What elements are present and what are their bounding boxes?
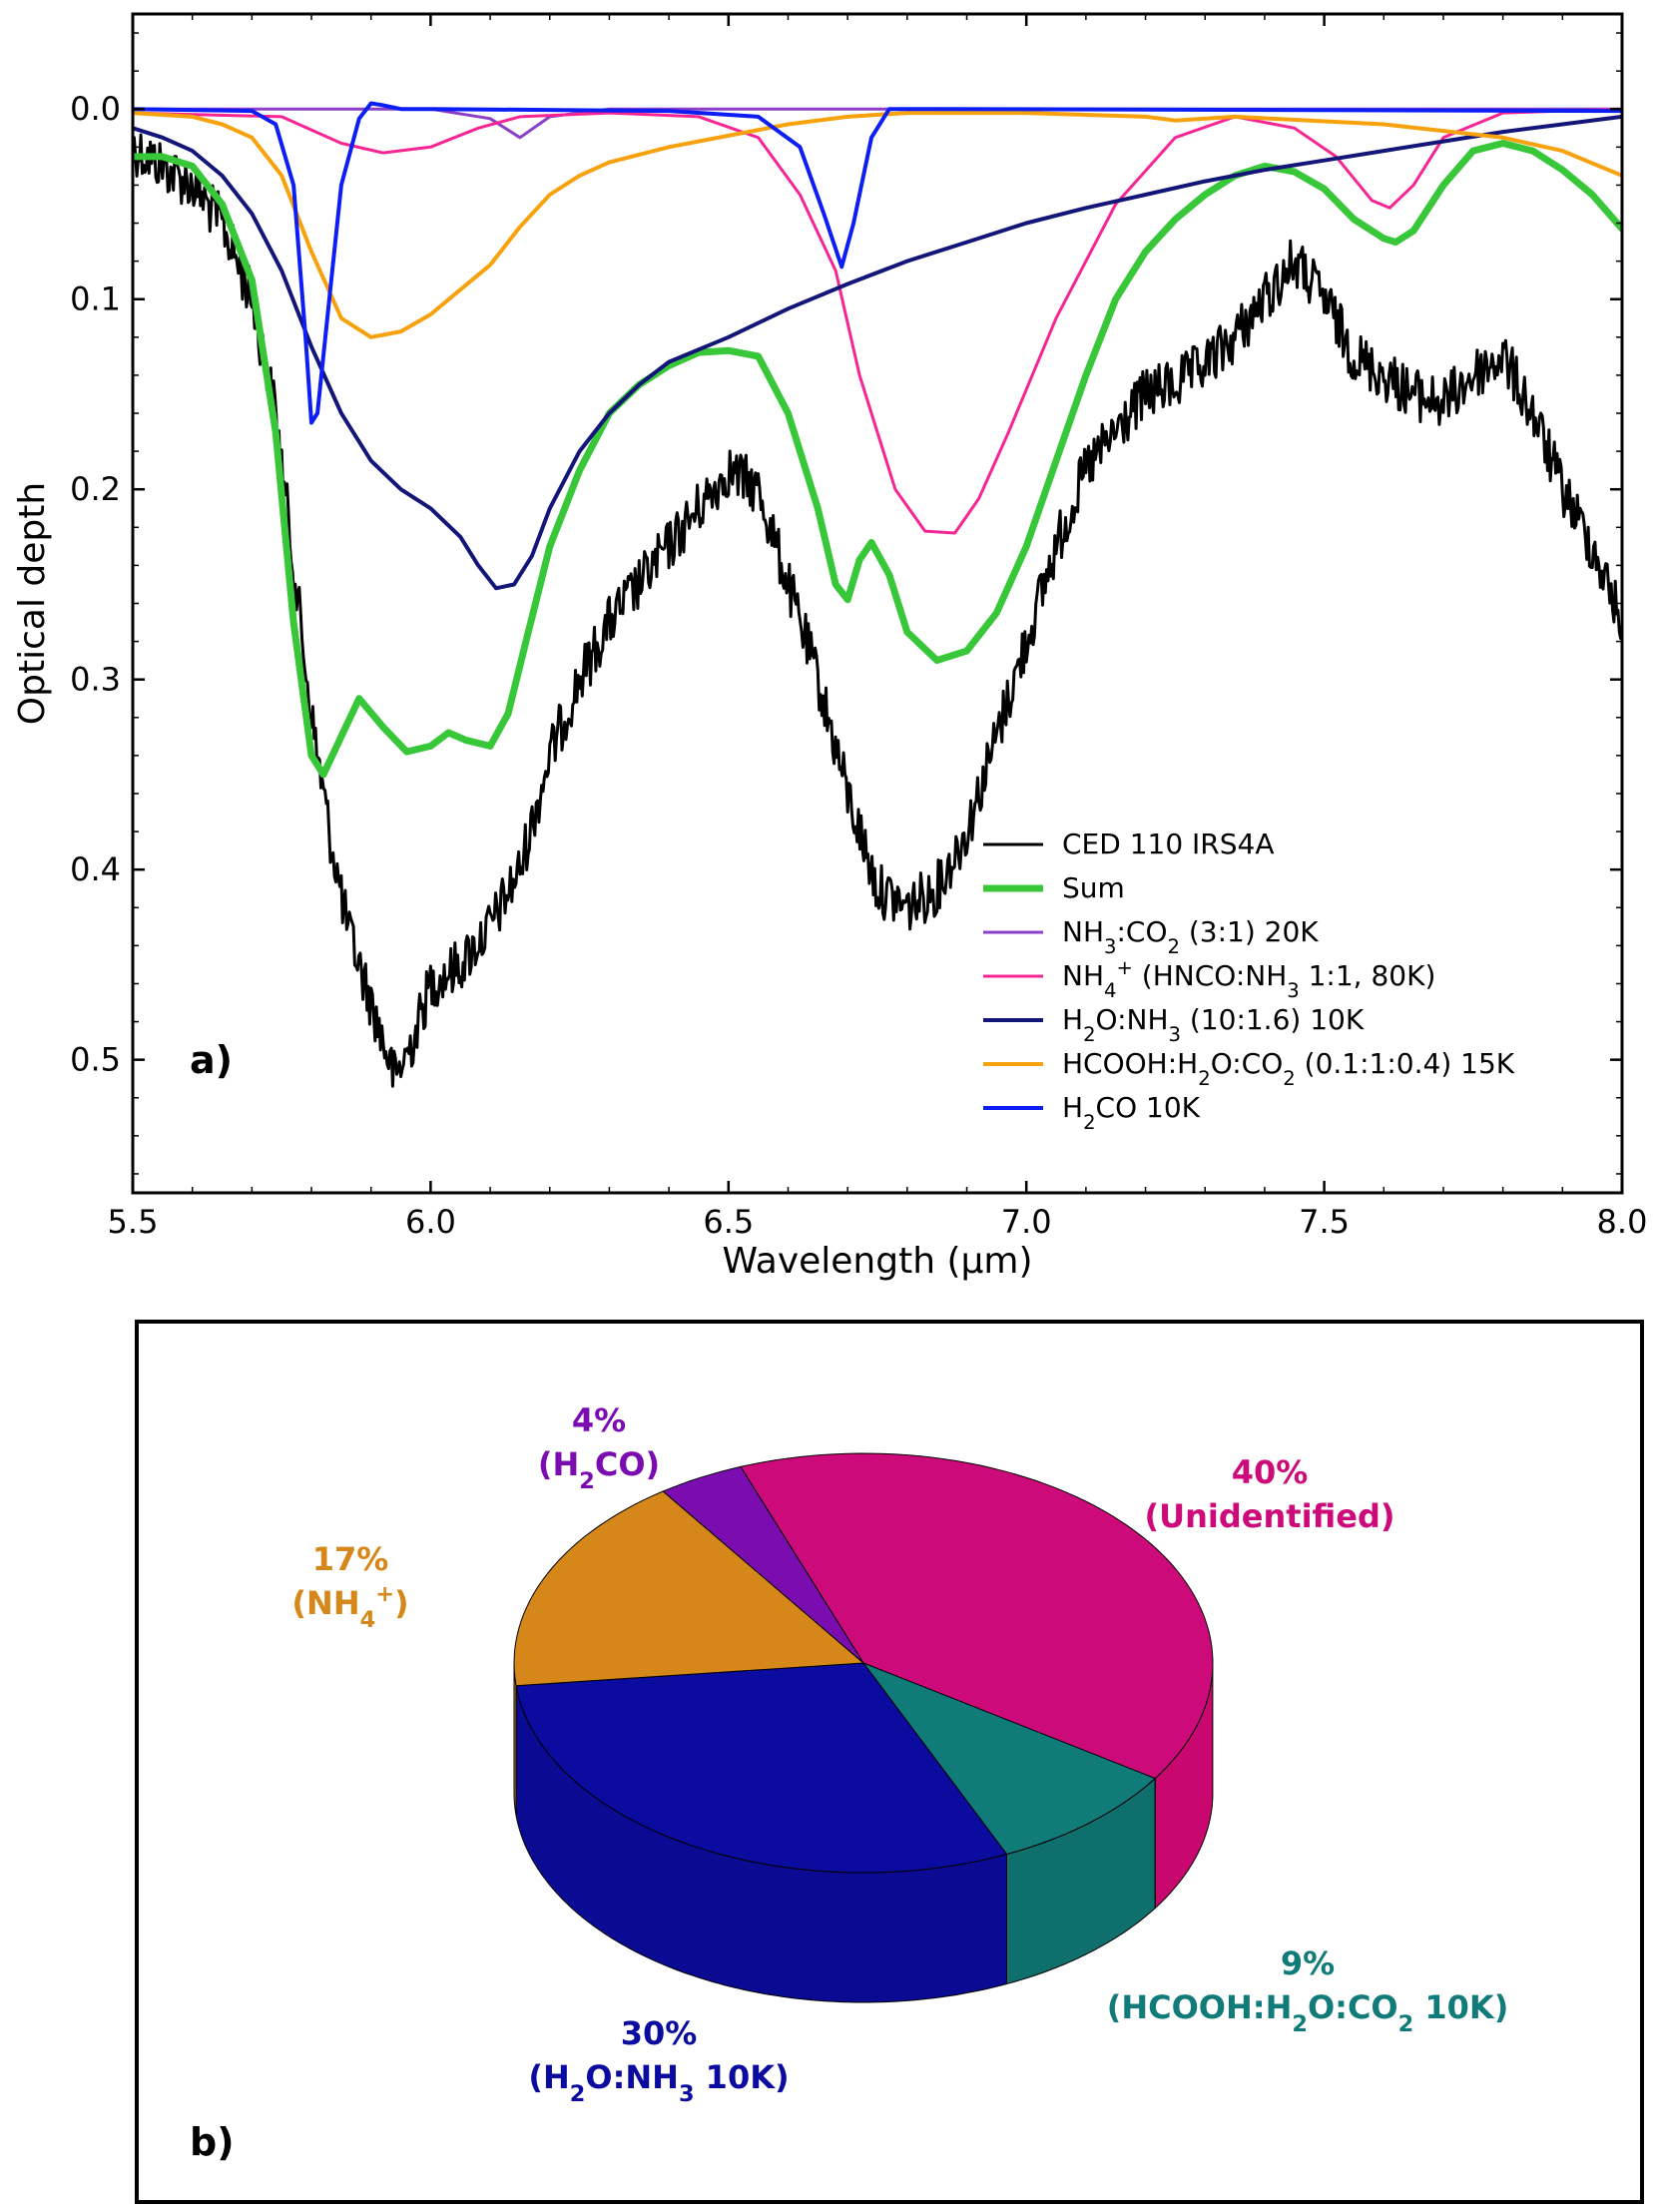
text-run: 4 (1104, 979, 1116, 1002)
y-axis-ticks: 0.0 0.1 0.2 0.3 0.4 0.5 (70, 32, 1622, 1175)
text-run: 2 (1168, 935, 1180, 958)
text-run: (0.1:1:0.4) 15K (1296, 1047, 1515, 1080)
pie-category-3: (NH4+) (291, 1581, 408, 1633)
x-axis-ticks: 5.5 6.0 6.5 7.0 7.5 8.0 (108, 14, 1648, 1241)
text-run: 3 (679, 2081, 695, 2107)
series-line-sum (133, 140, 1622, 779)
text-run: 2 (1398, 2011, 1414, 2037)
text-run: (10:1.6) 10K (1181, 1003, 1365, 1036)
y-tick-label: 0.0 (70, 90, 121, 128)
text-run: 2 (1198, 1067, 1210, 1090)
text-run: NH (1062, 915, 1104, 948)
pie-percent-3: 17% (312, 1540, 389, 1578)
text-run: HCOOH:H (1062, 1047, 1198, 1080)
legend-label-ced: CED 110 IRS4A (1062, 828, 1275, 860)
pie-slice-3 (513, 1490, 864, 1687)
pie-slice-4 (662, 1465, 864, 1664)
text-run: + (1116, 956, 1132, 979)
legend-label-hcooh: HCOOH:H2O:CO2 (0.1:1:0.4) 15K (1062, 1047, 1515, 1090)
x-tick-label: 6.5 (703, 1203, 754, 1241)
text-run: O:CO (1308, 1988, 1398, 2026)
text-run: (NH (291, 1584, 359, 1622)
text-run: 2 (570, 2081, 586, 2107)
y-axis-title: Optical depth (12, 482, 53, 725)
x-tick-label: 7.0 (1001, 1203, 1052, 1241)
series-line-hcooh (133, 111, 1622, 339)
pie-slice-0 (740, 1452, 1214, 1780)
pie-slice-1 (862, 1662, 1156, 1855)
pie-category-4: (H2CO) (538, 1445, 660, 1494)
y-tick-label: 0.5 (70, 1041, 121, 1079)
pie-percent-1: 9% (1281, 1944, 1335, 1982)
text-run: 3 (1104, 935, 1116, 958)
legend-label-h2onh3: H2O:NH3 (10:1.6) 10K (1062, 1003, 1365, 1046)
legend-label-nh4: NH4+ (HNCO:NH3 1:1, 80K) (1062, 956, 1435, 1002)
text-run: O:CO (1211, 1047, 1284, 1080)
pie-labels: 40%(Unidentified)9%(HCOOH:H2O:CO2 10K)30… (291, 1401, 1508, 2107)
pie-category-2: (H2O:NH3 10K) (528, 2058, 789, 2107)
text-run: (HNCO:NH (1133, 959, 1287, 992)
text-run: NH (1062, 959, 1104, 992)
text-run: 2 (1292, 2011, 1308, 2037)
text-run: O:NH (1096, 1003, 1169, 1036)
y-tick-label: 0.1 (70, 280, 121, 318)
y-tick-label: 0.3 (70, 661, 121, 699)
text-run: 2 (1083, 1023, 1095, 1046)
text-run: 4 (360, 1607, 376, 1633)
pie-slice-2 (515, 1662, 1007, 1874)
text-run: ) (394, 1584, 409, 1622)
legend-label-h2co: H2CO 10K (1062, 1091, 1201, 1134)
series-line-nh4 (133, 107, 1622, 535)
pie-category-0: (Unidentified) (1145, 1497, 1395, 1535)
text-run: CO 10K (1096, 1091, 1201, 1124)
text-run: (3:1) 20K (1180, 915, 1319, 948)
text-run: CED 110 IRS4A (1062, 828, 1275, 860)
x-axis-title: Wavelength (µm) (722, 1241, 1032, 1282)
text-run: 3 (1169, 1023, 1181, 1046)
y-tick-label: 0.4 (70, 850, 121, 888)
text-run: Sum (1062, 871, 1125, 904)
legend-label-nh3co2: NH3:CO2 (3:1) 20K (1062, 915, 1319, 958)
text-run: H (1062, 1091, 1083, 1124)
plot-frame (131, 12, 1624, 1195)
text-run: + (375, 1581, 394, 1607)
text-run: 2 (1283, 1067, 1295, 1090)
pie-chart-panel: 40%(Unidentified)9%(HCOOH:H2O:CO2 10K)30… (135, 1320, 1644, 2204)
y-tick-label: 0.2 (70, 470, 121, 508)
pie-category-1: (HCOOH:H2O:CO2 10K) (1107, 1988, 1509, 2037)
text-run: 2 (1083, 1111, 1095, 1134)
text-run: 10K) (1413, 1988, 1508, 2026)
panel-label-a: a) (190, 1038, 233, 1082)
text-run: H (1062, 1003, 1083, 1036)
x-tick-label: 8.0 (1597, 1203, 1648, 1241)
pie-3d (513, 1452, 1214, 2003)
text-run: :CO (1116, 915, 1167, 948)
text-run: 1:1, 80K) (1300, 959, 1436, 992)
text-run: 3 (1287, 979, 1299, 1002)
text-run: (H (538, 1445, 579, 1483)
text-run: (HCOOH:H (1107, 1988, 1293, 2026)
text-run: 10K) (695, 2058, 790, 2096)
series-line-ced (133, 133, 1622, 1088)
x-tick-label: 7.5 (1299, 1203, 1350, 1241)
line-chart-panel: 5.5 6.0 6.5 7.0 7.5 8.0 0.0 0.1 0.2 0.3 0.4 0.5 Wa… (12, 12, 1648, 1282)
x-tick-label: 5.5 (108, 1203, 159, 1241)
pie-percent-4: 4% (572, 1401, 626, 1439)
pie-percent-2: 30% (621, 2014, 698, 2052)
x-tick-label: 6.0 (405, 1203, 456, 1241)
pie-frame (135, 1320, 1644, 2204)
panel-label-b: b) (190, 2120, 235, 2164)
series-line-h2co (133, 101, 1622, 425)
text-run: (Unidentified) (1145, 1497, 1395, 1535)
text-run: (H (528, 2058, 569, 2096)
text-run: O:NH (585, 2058, 679, 2096)
text-run: 2 (579, 1468, 595, 1494)
series-line-h2onh3 (133, 114, 1622, 591)
text-run: CO) (595, 1445, 660, 1483)
spectrum-curves (133, 101, 1622, 1088)
pie-percent-0: 40% (1232, 1453, 1309, 1491)
legend-label-sum: Sum (1062, 871, 1125, 904)
